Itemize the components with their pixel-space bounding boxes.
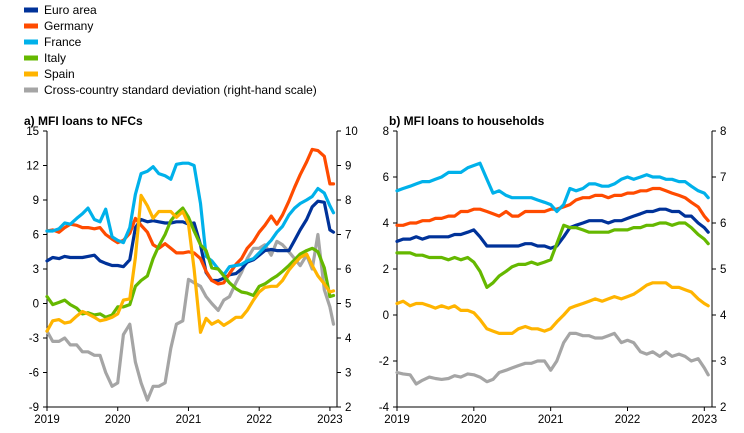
panel-b-y2-tick-label: 5 [720, 264, 726, 276]
panel-b-x-tick-label: 2019 [384, 414, 410, 426]
panel-a-y2-tick-label: 5 [345, 299, 351, 311]
panel-b-y-tick-label: -4 [379, 402, 390, 414]
panel-a-series [45, 147, 336, 402]
panel-b-x-tick-label: 2020 [461, 414, 487, 426]
legend-label-euro-area: Euro area [44, 3, 97, 17]
panel-b-y2-tick-label: 8 [720, 126, 726, 138]
panel-a-y-tick-label: -3 [29, 333, 39, 345]
panel-a-x-tick-label: 2020 [105, 414, 131, 426]
panel-a-y-tick-label: 9 [33, 195, 39, 207]
panel-a-y-tick-label: 12 [26, 161, 39, 173]
panel-b-y-tick-label: 0 [383, 310, 389, 322]
legend-label-italy: Italy [44, 51, 66, 65]
panel-b-series-italy [395, 221, 710, 289]
panel-a-x-tick-label: 2019 [34, 414, 60, 426]
panel-b-y2-tick-label: 4 [720, 310, 727, 322]
chart-legend: Euro area Germany France Italy Spain Cross-co… [24, 3, 317, 97]
panel-nfc-loans: a) MFI loans to NFCs -9 -6 -3 0 3 6 9 12 15 2 3 4 5 6… [24, 114, 358, 426]
panel-b-y-tick-label: 2 [383, 264, 389, 276]
panel-a-series-italy [45, 206, 336, 319]
panel-a-title: a) MFI loans to NFCs [24, 114, 143, 128]
legend-label-germany: Germany [44, 19, 93, 33]
panel-a-y2-tick-label: 2 [345, 402, 351, 414]
legend-swatch-france [24, 39, 38, 45]
panel-b-series [395, 161, 710, 386]
panel-a-y2-tick-label: 4 [345, 333, 352, 345]
panel-b-title: b) MFI loans to households [389, 114, 545, 128]
legend-label-spain: Spain [44, 67, 75, 81]
panel-a-y2-tick-label: 8 [345, 195, 351, 207]
panel-b-y2-tick-label: 3 [720, 356, 726, 368]
panel-a-y2-tick-label: 7 [345, 230, 351, 242]
panel-a-x-tick-label: 2023 [317, 414, 343, 426]
panel-a-axes: -9 -6 -3 0 3 6 9 12 15 2 3 4 5 6 7 8 9 10 2019 2020 2021 2022… [26, 126, 358, 426]
panel-a-series-spain [45, 193, 336, 334]
legend-label-france: France [44, 35, 82, 49]
panel-a-y-tick-label: 3 [33, 264, 39, 276]
legend-swatch-euro-area [24, 7, 38, 13]
panel-b-y-tick-label: 6 [383, 172, 389, 184]
legend-swatch-cross-country-standard-deviation [24, 87, 38, 93]
panel-b-series-cross-country-standard-deviation [395, 331, 710, 386]
panel-b-series-spain [395, 281, 710, 335]
panel-b-y2-tick-label: 7 [720, 172, 726, 184]
panel-a-x-tick-label: 2022 [246, 414, 272, 426]
panel-b-y2-tick-label: 2 [720, 402, 726, 414]
panel-b-y-tick-label: 4 [383, 218, 390, 230]
panel-b-y-tick-label: -2 [379, 356, 389, 368]
legend-label-cross-country-standard-deviation: Cross-country standard deviation (right-… [44, 83, 317, 97]
panel-b-x-tick-label: 2021 [538, 414, 564, 426]
panel-a-y-tick-label: 15 [26, 126, 39, 138]
panel-a-y2-tick-label: 9 [345, 161, 351, 173]
panel-household-loans: b) MFI loans to households -4 -2 0 2 4 6 8 2 3 4 5… [379, 114, 727, 426]
panel-a-series-france [45, 161, 336, 277]
legend-swatch-germany [24, 23, 38, 29]
panel-b-x-tick-label: 2023 [692, 414, 718, 426]
panel-a-y-tick-label: 0 [33, 299, 39, 311]
panel-b-series-euro-area [395, 207, 710, 250]
panel-a-y2-tick-label: 6 [345, 264, 351, 276]
panel-a-y-tick-label: -9 [29, 402, 39, 414]
panel-a-series-cross-country-standard-deviation [45, 232, 336, 402]
panel-b-series-france [395, 161, 710, 214]
panel-a-y-tick-label: -6 [29, 368, 39, 380]
legend-swatch-italy [24, 55, 38, 61]
panel-b-y2-tick-label: 6 [720, 218, 726, 230]
panel-b-x-tick-label: 2022 [615, 414, 641, 426]
panel-a-y2-tick-label: 10 [345, 126, 358, 138]
panel-a-y-tick-label: 6 [33, 230, 39, 242]
legend-swatch-spain [24, 71, 38, 77]
panel-a-y2-tick-label: 3 [345, 368, 351, 380]
panel-b-y-tick-label: 8 [383, 126, 389, 138]
panel-a-x-tick-label: 2021 [176, 414, 202, 426]
panel-b-axes: -4 -2 0 2 4 6 8 2 3 4 5 6 7 8 2019 2020 2021 2022 2023 [379, 126, 727, 426]
